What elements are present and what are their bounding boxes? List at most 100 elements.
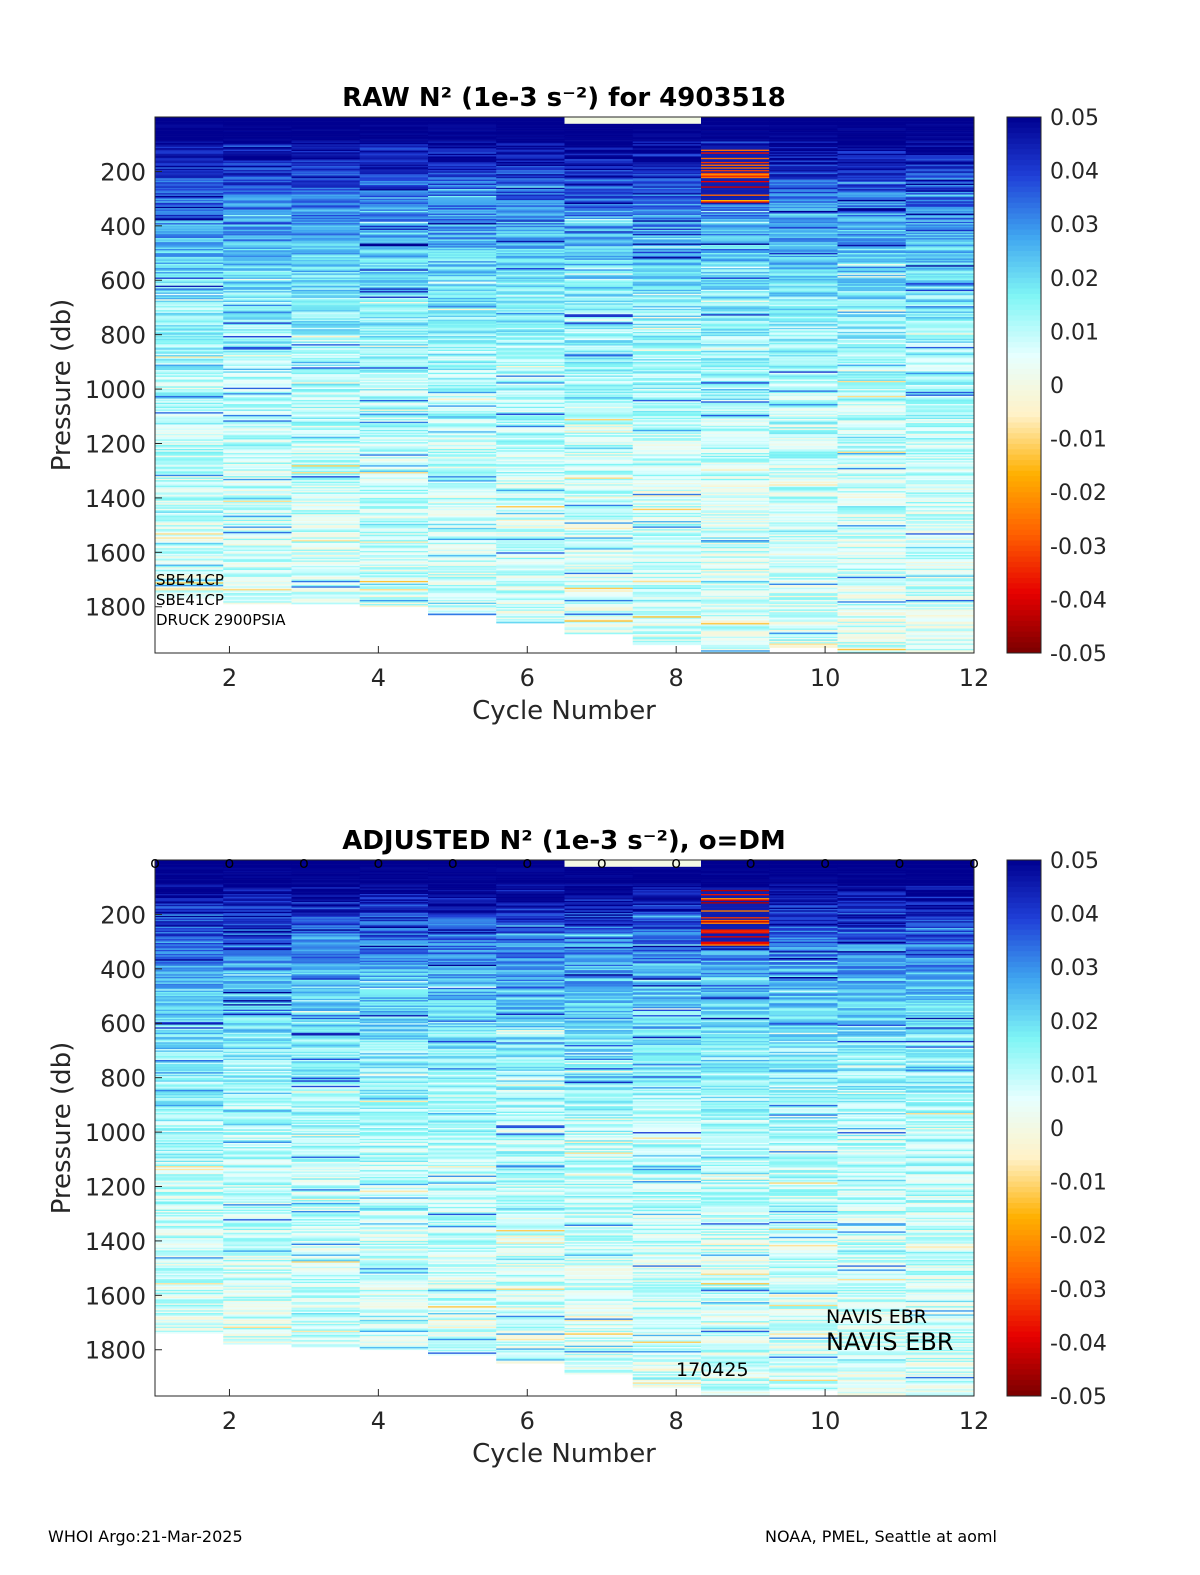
colorbar-segment	[1007, 465, 1041, 472]
heat-cell	[155, 208, 224, 210]
heat-cell	[769, 360, 838, 363]
heat-cell	[701, 307, 770, 310]
heat-cell	[837, 131, 907, 134]
heat-cell	[837, 425, 907, 428]
heat-cell	[155, 195, 224, 198]
heat-cell	[223, 593, 292, 595]
heat-cell	[291, 371, 361, 374]
heat-cell	[359, 151, 429, 153]
heat-cell	[701, 469, 770, 472]
heat-cell	[701, 414, 770, 417]
heat-cell	[496, 417, 565, 420]
heat-cell	[564, 397, 634, 399]
heat-cell	[428, 518, 497, 520]
heat-cell	[564, 194, 634, 197]
heat-cell	[496, 121, 565, 123]
heat-cell	[632, 514, 702, 516]
heat-cell	[496, 548, 565, 550]
heat-cell	[701, 340, 770, 342]
heat-cell	[837, 379, 907, 382]
heat-cell	[632, 591, 702, 594]
heat-cell	[359, 413, 429, 416]
heat-cell	[291, 209, 361, 212]
heat-cell	[905, 364, 975, 367]
heat-cell	[564, 595, 634, 598]
heat-cell	[632, 501, 702, 504]
heat-cell	[223, 595, 292, 598]
heat-cell	[701, 268, 770, 270]
colorbar-segment	[1007, 615, 1041, 622]
heat-cell	[359, 397, 429, 399]
heat-cell	[223, 417, 292, 420]
heat-cell	[837, 269, 907, 272]
heat-cell	[769, 589, 838, 591]
heat-cell	[223, 134, 292, 137]
heat-cell	[155, 157, 224, 160]
heat-cell	[769, 609, 838, 612]
heat-cell	[564, 453, 634, 455]
heat-cell	[701, 291, 770, 293]
colorbar-segment	[1007, 352, 1041, 359]
heat-cell	[359, 208, 429, 210]
heat-cell	[632, 236, 702, 239]
heat-cell	[155, 937, 224, 940]
heat-cell	[155, 231, 224, 233]
heat-cell	[155, 519, 224, 522]
heat-cell	[155, 1283, 224, 1285]
heat-cell	[291, 519, 361, 522]
heat-cell	[291, 405, 361, 408]
heat-cell	[291, 419, 361, 421]
heat-cell	[701, 255, 770, 258]
heat-cell	[155, 497, 224, 500]
heat-cell	[496, 185, 565, 187]
heat-cell	[155, 1126, 224, 1129]
heat-cell	[905, 374, 975, 376]
heat-cell	[359, 393, 429, 395]
heat-cell	[564, 568, 634, 571]
heat-cell	[496, 538, 565, 541]
heat-cell	[564, 423, 634, 425]
heat-cell	[496, 383, 565, 386]
heat-cell	[155, 372, 224, 375]
heat-cell	[359, 439, 429, 442]
heat-cell	[632, 575, 702, 578]
colorbar-tick-label: -0.02	[1050, 481, 1107, 506]
heat-cell	[496, 405, 565, 408]
heat-cell	[291, 242, 361, 244]
heat-cell	[905, 579, 975, 582]
heat-cell	[701, 198, 770, 201]
heat-cell	[359, 310, 429, 312]
heat-cell	[564, 327, 634, 330]
heat-cell	[905, 510, 975, 512]
heat-cell	[905, 201, 975, 204]
heat-cell	[155, 1045, 224, 1047]
heat-cell	[359, 428, 429, 431]
heat-cell	[701, 565, 770, 568]
heat-cell	[564, 214, 634, 217]
heat-cell	[359, 268, 429, 270]
colorbar-segment	[1007, 197, 1041, 204]
heat-cell	[564, 567, 634, 569]
colorbar-segment	[1007, 454, 1041, 461]
heat-cell	[291, 470, 361, 473]
heat-cell	[769, 136, 838, 138]
heat-cell	[155, 178, 224, 180]
heat-cell	[155, 367, 224, 369]
heat-cell	[155, 262, 224, 265]
heat-cell	[837, 360, 907, 363]
heat-cell	[701, 629, 770, 632]
heat-cell	[701, 420, 770, 423]
heat-cell	[769, 413, 838, 416]
heat-cell	[701, 277, 770, 280]
colorbar-segment	[1007, 594, 1041, 600]
heat-cell	[155, 1216, 224, 1219]
heat-cell	[291, 560, 361, 563]
heat-cell	[428, 604, 497, 606]
heat-cell	[428, 605, 497, 608]
heat-cell	[496, 476, 565, 478]
heat-cell	[359, 463, 429, 466]
heat-cell	[155, 250, 224, 252]
heat-cell	[155, 1119, 224, 1122]
heat-cell	[769, 197, 838, 199]
